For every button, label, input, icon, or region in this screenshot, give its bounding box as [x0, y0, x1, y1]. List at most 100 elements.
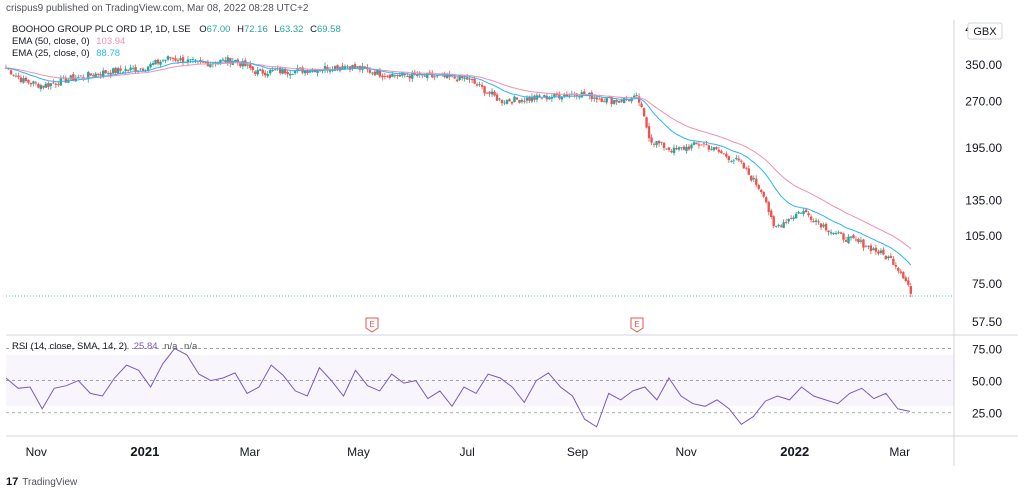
candle-body: [82, 76, 85, 78]
candle-body: [794, 213, 798, 219]
candle-body: [772, 216, 775, 227]
candle-body: [480, 84, 484, 87]
earnings-marker[interactable]: E: [365, 317, 379, 333]
published-note: crispus9 published on TradingView.com, M…: [6, 3, 309, 14]
candle-body: [635, 95, 638, 97]
candle-body: [792, 217, 795, 219]
rsi-value: 25.84: [134, 341, 158, 352]
currency-badge[interactable]: GBX: [967, 22, 1003, 40]
candle-body: [209, 63, 212, 68]
tradingview-logo-text: TradingView: [22, 476, 78, 488]
candle-body: [460, 75, 464, 79]
candle-body: [565, 94, 569, 97]
candle-body: [767, 202, 770, 212]
ema25-line: [5, 60, 912, 266]
candle-body: [470, 78, 474, 81]
candle-body: [822, 224, 825, 227]
candle-body: [408, 75, 411, 79]
time-tick-label: Jul: [459, 445, 474, 459]
price-pane[interactable]: [6, 20, 954, 334]
candle-body: [892, 258, 895, 265]
candle-body: [540, 98, 544, 100]
candle-body: [874, 247, 878, 252]
candle-body: [829, 232, 833, 234]
candle-body: [525, 97, 529, 101]
candle-body: [849, 236, 853, 238]
candle-body: [291, 74, 294, 75]
candle-body: [455, 79, 459, 82]
close-label: C: [310, 24, 317, 35]
candle-body: [436, 75, 439, 77]
candle-body: [617, 101, 621, 103]
tradingview-logo-icon: 17: [6, 476, 19, 488]
candle-body: [266, 74, 269, 77]
candle-body: [169, 57, 172, 59]
candle-body: [872, 248, 875, 251]
candle-body: [179, 58, 182, 61]
candle-body: [695, 142, 698, 145]
candle-body: [627, 99, 631, 101]
earnings-marker[interactable]: E: [630, 317, 644, 333]
candle-body: [717, 149, 721, 152]
candle-body: [421, 74, 424, 76]
ema25-label[interactable]: EMA (25, close, 0): [12, 48, 90, 59]
candle-body: [605, 98, 608, 103]
open-value: 67.00: [207, 24, 231, 35]
candle-body: [343, 66, 347, 70]
candle-body: [757, 185, 760, 189]
candle-body: [176, 60, 180, 62]
ema50-label[interactable]: EMA (50, close, 0): [12, 36, 90, 47]
symbol-name[interactable]: BOOHOO GROUP PLC ORD 1P, 1D, LSE: [12, 24, 191, 35]
candle-body: [259, 69, 262, 71]
candle-body: [19, 77, 23, 83]
candle-body: [814, 220, 818, 222]
candle-body: [278, 67, 282, 74]
candle-body: [854, 239, 858, 241]
candle-body: [550, 96, 554, 99]
time-axis[interactable]: Nov 2021 Mar May Jul Sep Nov 2022 Mar: [26, 444, 910, 459]
candle-body: [802, 211, 805, 214]
candle-body: [236, 59, 240, 63]
candle-body: [121, 72, 125, 73]
candle-body: [563, 94, 566, 97]
candle-body: [660, 141, 663, 143]
candle-body: [181, 57, 185, 64]
earnings-marker-label: E: [369, 320, 374, 329]
candle-body: [834, 233, 838, 235]
candle-body: [715, 147, 718, 150]
candle-body: [234, 59, 237, 62]
candle-body: [685, 146, 688, 152]
candle-body: [774, 225, 778, 227]
time-tick-label: Mar: [240, 445, 261, 459]
candle-body: [164, 59, 167, 61]
time-tick-label: Nov: [26, 445, 47, 459]
candle-body: [131, 67, 135, 69]
candle-body: [575, 93, 578, 97]
candle-body: [445, 74, 449, 79]
candle-body: [261, 69, 264, 74]
candle-body: [378, 70, 382, 77]
candle-body: [383, 76, 387, 78]
candle-body: [548, 97, 551, 100]
candle-body: [842, 233, 845, 240]
candle-body: [670, 150, 673, 153]
candle-body: [707, 145, 711, 150]
low-label: L: [274, 24, 279, 35]
candle-body: [603, 101, 606, 103]
candle-body: [675, 147, 678, 150]
price-axis[interactable]: 57.50 75.00 105.00 135.00 195.00 270.00 350.00…: [965, 22, 1002, 329]
open-label: O: [199, 24, 206, 35]
candle-body: [560, 97, 564, 100]
candle-body: [251, 66, 254, 71]
candle-body: [553, 93, 556, 97]
candle-body: [151, 63, 155, 65]
rsi-label[interactable]: RSI (14, close, SMA, 14, 2): [12, 341, 127, 352]
candle-body: [740, 160, 743, 162]
candle-body: [204, 61, 207, 63]
tradingview-logo[interactable]: 17 TradingView: [6, 476, 77, 488]
candle-body: [336, 65, 339, 70]
candle-body: [351, 65, 354, 69]
candle-body: [256, 70, 259, 75]
candle-body: [27, 79, 30, 83]
